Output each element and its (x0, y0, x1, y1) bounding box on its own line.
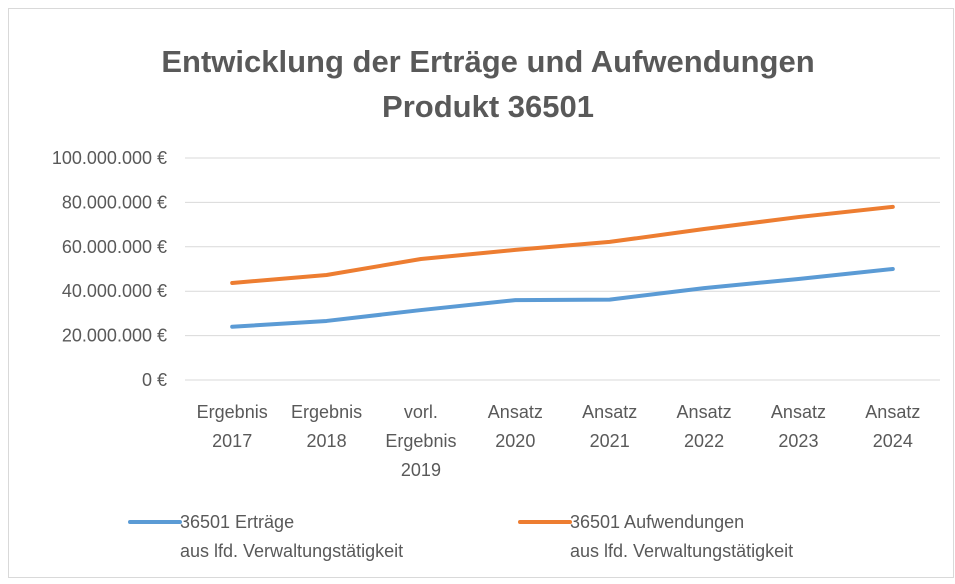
chart-border (8, 8, 954, 578)
chart-title: Produkt 36501 (382, 89, 594, 124)
x-tick-label: Ergebnis 2017 (197, 402, 268, 451)
x-tick-label: Ansatz 2021 (582, 402, 637, 451)
legend-label: 36501 Aufwendungen aus lfd. Verwaltungstä… (570, 512, 793, 561)
y-tick-label: 80.000.000 € (62, 192, 167, 212)
y-tick-label: 60.000.000 € (62, 237, 167, 257)
x-tick-label: Ansatz 2020 (488, 402, 543, 451)
line-series (230, 267, 895, 329)
x-tick-label: Ansatz 2022 (677, 402, 732, 451)
chart-title: Entwicklung der Erträge und Aufwendungen (161, 44, 814, 79)
x-tick-label: vorl. Ergebnis 2019 (385, 402, 456, 480)
x-tick-label: Ansatz 2024 (865, 402, 920, 451)
x-tick-label: Ergebnis 2018 (291, 402, 362, 451)
y-tick-label: 0 € (142, 370, 167, 390)
x-tick-label: Ansatz 2023 (771, 402, 826, 451)
y-tick-label: 20.000.000 € (62, 326, 167, 346)
line-series (230, 204, 895, 285)
y-tick-label: 40.000.000 € (62, 281, 167, 301)
y-tick-label: 100.000.000 € (52, 148, 167, 168)
legend-label: 36501 Erträge aus lfd. Verwaltungstätigke… (180, 512, 403, 561)
